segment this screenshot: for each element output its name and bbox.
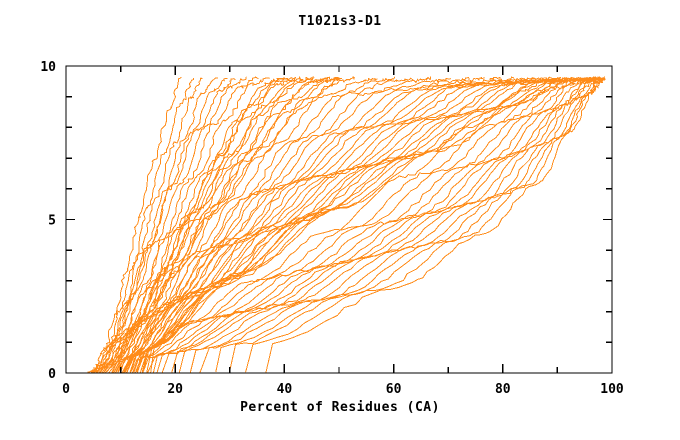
x-tick-label: 60	[386, 382, 402, 397]
series-line	[123, 78, 547, 373]
y-tick-label: 5	[48, 214, 56, 229]
series-line	[135, 77, 568, 372]
page-title: T1021s3-D1	[298, 14, 382, 29]
series-line	[116, 76, 431, 374]
series-line	[136, 77, 568, 373]
series-line	[105, 76, 338, 373]
series-line	[171, 76, 596, 374]
series-line	[142, 77, 577, 374]
x-tick-label: 0	[62, 382, 70, 397]
x-axis-label: Percent of Residues (CA)	[240, 400, 440, 415]
series-line	[178, 77, 600, 374]
series-line	[90, 78, 236, 374]
series-line	[115, 77, 340, 373]
series-line	[265, 77, 606, 373]
series-curves	[86, 76, 606, 374]
axis-tick-labels: 0 20 40 60 80 100 0 5 10	[40, 60, 624, 397]
series-line	[189, 76, 602, 374]
series-line	[136, 77, 579, 374]
x-tick-label: 20	[167, 382, 183, 397]
x-tick-label: 100	[600, 382, 624, 397]
series-line	[101, 76, 343, 374]
series-line	[121, 77, 451, 374]
y-tick-label: 10	[40, 60, 56, 75]
y-tick-label: 0	[48, 367, 56, 382]
x-tick-label: 40	[277, 382, 293, 397]
x-tick-label: 80	[495, 382, 511, 397]
axis-frame	[65, 65, 613, 374]
series-line	[94, 76, 247, 374]
